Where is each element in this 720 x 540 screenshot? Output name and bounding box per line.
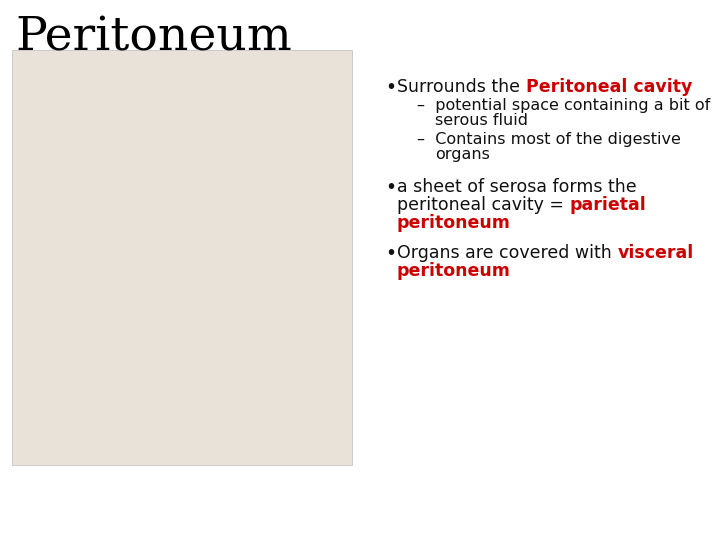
Text: peritoneal cavity =: peritoneal cavity =	[397, 196, 570, 214]
Text: •: •	[385, 178, 396, 197]
Text: peritoneum: peritoneum	[397, 262, 511, 280]
Text: organs: organs	[435, 147, 490, 162]
Text: peritoneum: peritoneum	[397, 214, 511, 232]
Text: a sheet of serosa forms the: a sheet of serosa forms the	[397, 178, 636, 196]
Text: –  potential space containing a bit of: – potential space containing a bit of	[417, 98, 710, 113]
Text: parietal: parietal	[570, 196, 647, 214]
Text: Surrounds the: Surrounds the	[397, 78, 526, 96]
Text: Peritoneum: Peritoneum	[15, 15, 292, 60]
Text: –  Contains most of the digestive: – Contains most of the digestive	[417, 132, 681, 147]
Text: •: •	[385, 244, 396, 263]
FancyBboxPatch shape	[12, 50, 352, 465]
Text: Organs are covered with: Organs are covered with	[397, 244, 617, 262]
Text: •: •	[385, 78, 396, 97]
Text: serous fluid: serous fluid	[435, 113, 528, 128]
Text: Peritoneal cavity: Peritoneal cavity	[526, 78, 692, 96]
Text: visceral: visceral	[617, 244, 693, 262]
